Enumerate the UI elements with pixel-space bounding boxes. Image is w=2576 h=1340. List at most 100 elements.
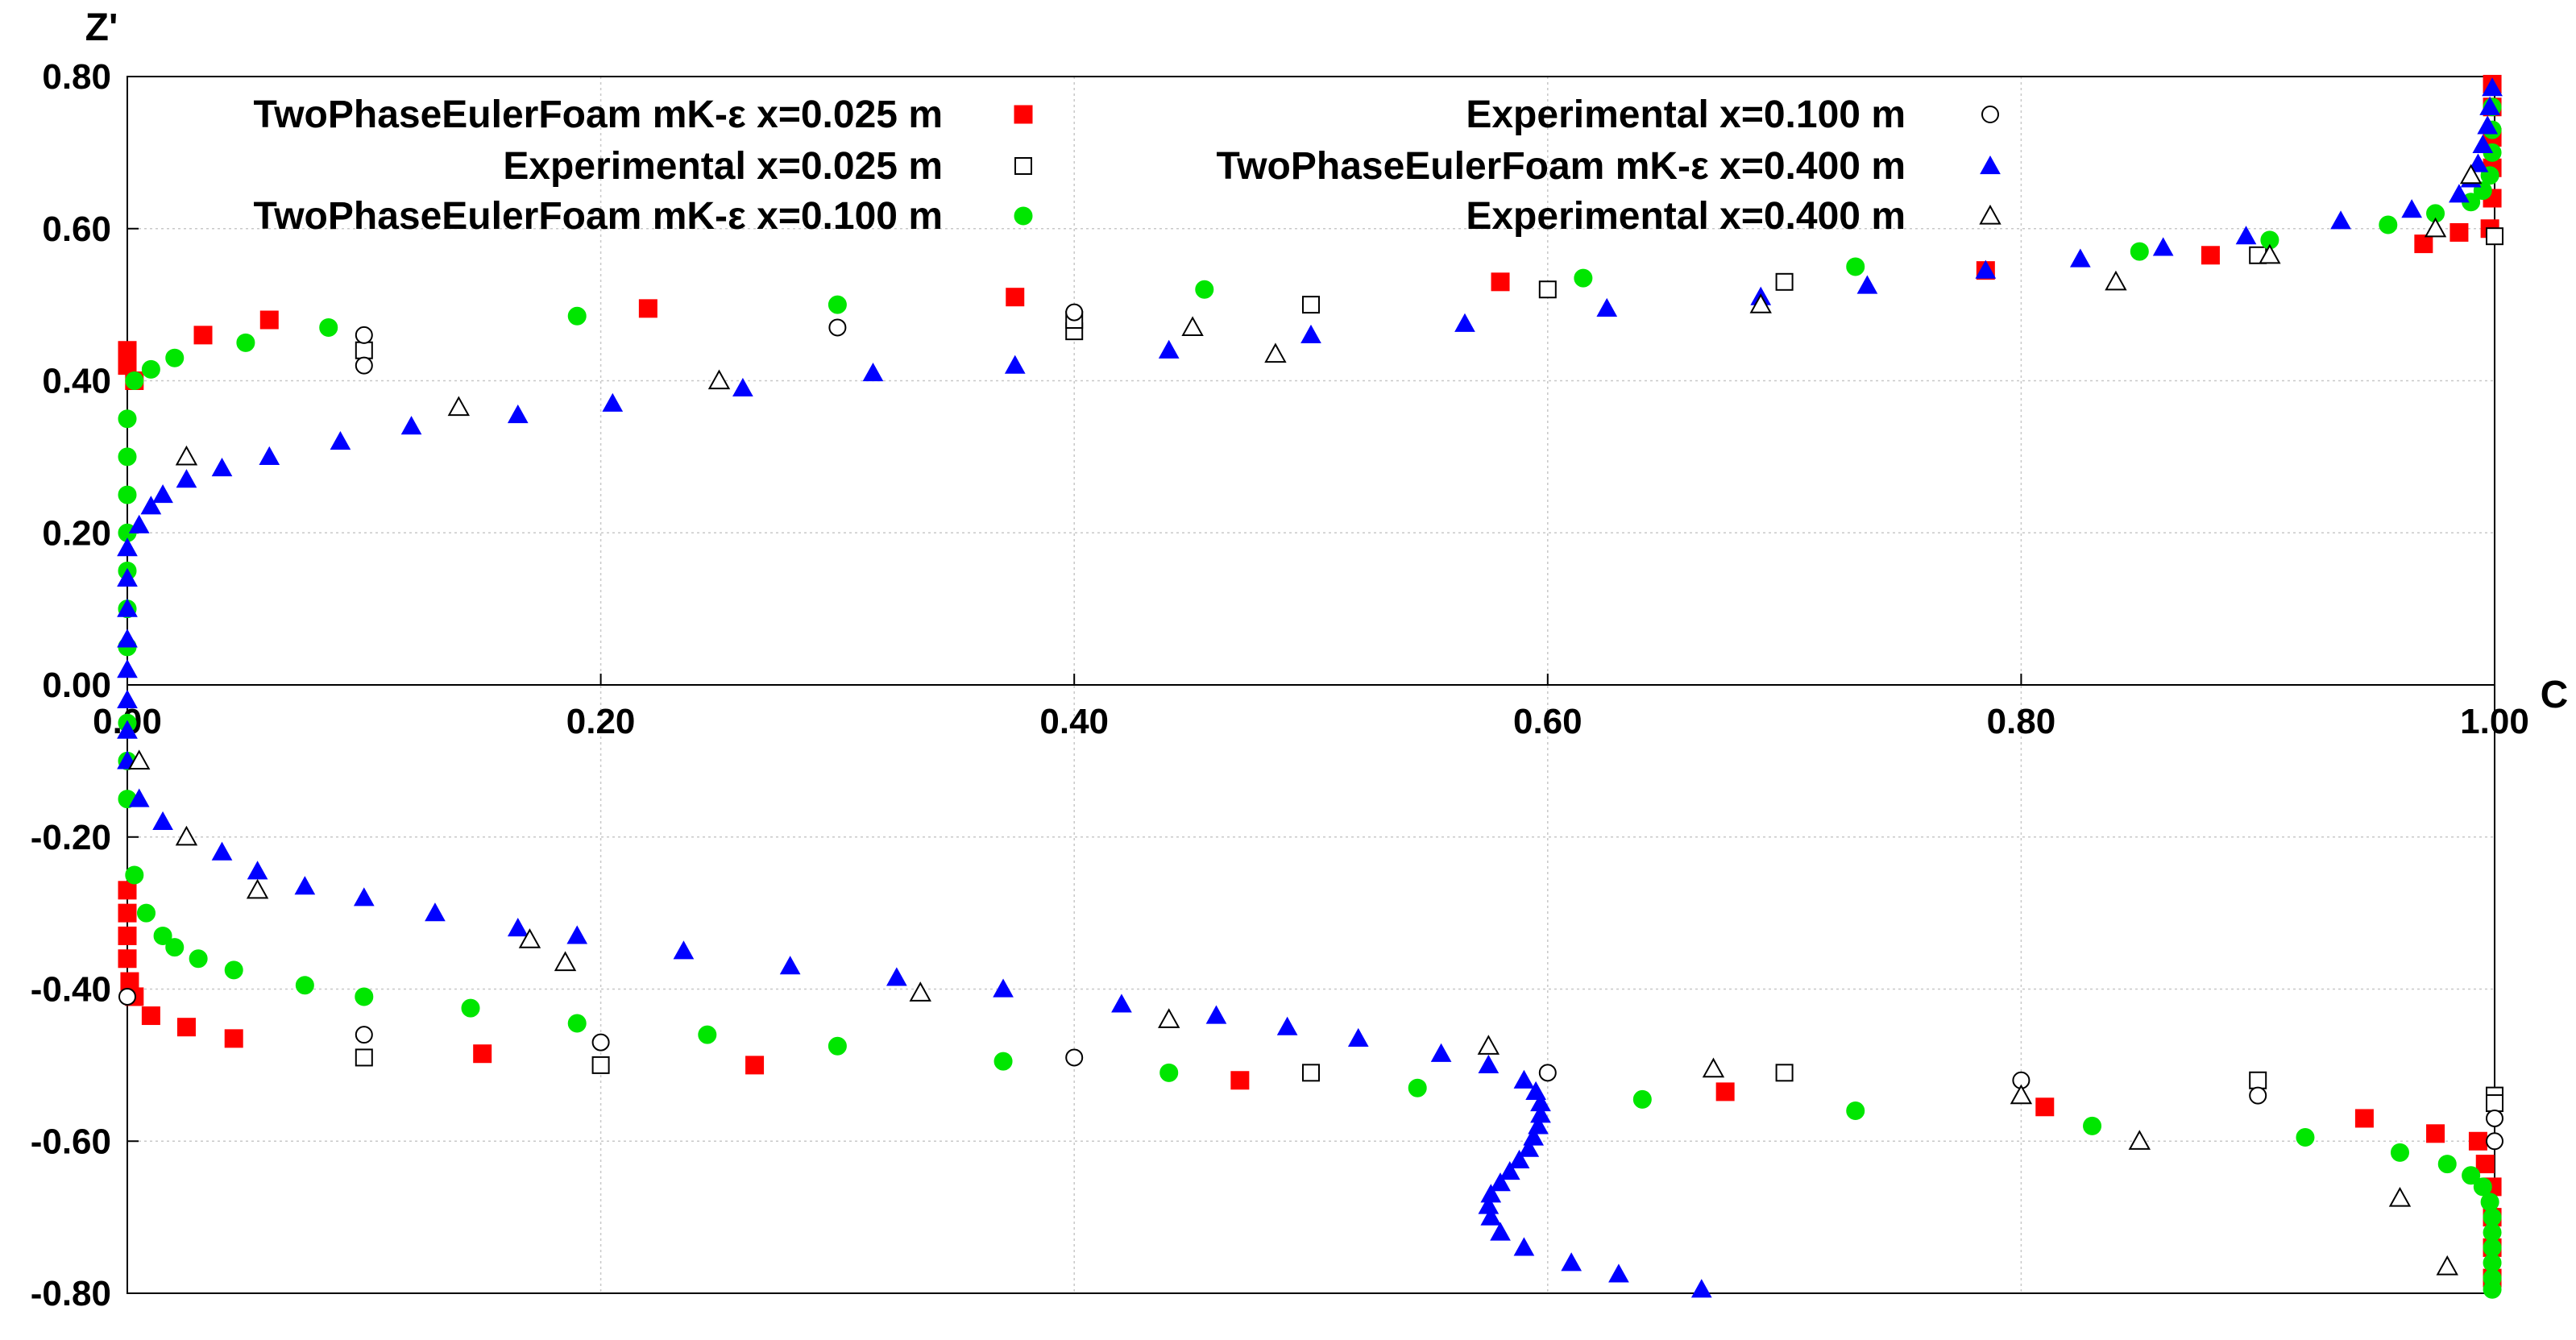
data-point	[1408, 1078, 1427, 1097]
y-tick-label: 0.20	[42, 513, 111, 553]
legend-entry-marker	[1981, 106, 1999, 123]
data-point	[2486, 227, 2503, 246]
legend-entry-marker	[1979, 204, 2001, 225]
data-point	[1276, 1016, 1298, 1035]
data-point	[2472, 134, 2494, 154]
data-point	[1478, 1054, 1500, 1073]
series-2	[118, 97, 2502, 1299]
data-point	[1596, 297, 1618, 317]
data-point	[1608, 1263, 1629, 1283]
axis-ticks: 0.00 0.20 0.40 0.60 0.80 1.00 0.80 0.60 0.40 0.20…	[31, 57, 2529, 1313]
data-point	[1205, 1005, 1227, 1024]
data-point	[140, 496, 162, 515]
y-tick-label: -0.20	[31, 818, 111, 857]
data-point	[1975, 259, 1997, 279]
data-point	[1111, 994, 1132, 1013]
y-tick-label: -0.60	[31, 1122, 111, 1161]
data-point	[461, 998, 480, 1018]
data-point	[828, 318, 847, 337]
legend-entry-marker	[1980, 155, 2001, 175]
legend-entry-marker	[1014, 206, 1033, 226]
data-point	[507, 917, 529, 937]
data-point	[2010, 1084, 2033, 1105]
data-point	[2479, 96, 2500, 115]
data-point	[1480, 1206, 1502, 1226]
data-point	[128, 788, 150, 807]
data-point	[2483, 1280, 2502, 1299]
data-point	[355, 326, 373, 344]
data-point	[698, 1025, 717, 1044]
data-point	[2480, 1193, 2499, 1212]
data-point	[2296, 1128, 2315, 1147]
data-point	[117, 567, 138, 587]
data-point	[1302, 1064, 1320, 1082]
data-point	[1846, 257, 1865, 276]
data-point	[211, 841, 233, 861]
data-point	[2354, 1109, 2374, 1128]
data-point	[1195, 280, 1214, 299]
series-4	[117, 77, 2503, 1298]
data-point	[165, 348, 185, 367]
data-point	[1477, 1035, 1500, 1055]
data-point	[2414, 234, 2433, 254]
data-point	[2249, 1071, 2267, 1089]
data-point	[638, 299, 657, 318]
x-tick-label: 0.20	[566, 702, 636, 741]
data-point	[189, 949, 208, 969]
data-point	[745, 1056, 765, 1075]
data-point	[294, 876, 316, 895]
x-tick-label: 0.60	[1513, 702, 1583, 741]
data-point	[2477, 115, 2499, 135]
data-point	[1775, 1064, 1794, 1082]
data-point	[2201, 246, 2220, 265]
data-point	[591, 1033, 610, 1052]
data-point	[1538, 1064, 1557, 1082]
x-axis-label: C	[2541, 674, 2569, 716]
legend-entry-label: TwoPhaseEulerFoam mK-ε x=0.025 m	[253, 93, 943, 136]
data-point	[425, 902, 446, 922]
y-tick-label: 0.60	[42, 210, 111, 249]
data-point	[152, 811, 173, 830]
legend-entry-label: Experimental x=0.025 m	[503, 145, 943, 188]
data-point	[673, 940, 695, 960]
data-point	[175, 445, 198, 466]
data-point	[1347, 1027, 1369, 1047]
data-point	[1513, 1069, 1535, 1089]
data-point	[355, 1048, 373, 1067]
data-point	[1702, 1057, 1725, 1078]
data-point	[319, 317, 338, 337]
data-point	[117, 629, 138, 648]
data-point	[567, 306, 587, 326]
data-point	[1513, 1237, 1535, 1256]
data-point	[1430, 1043, 1452, 1062]
data-point	[993, 978, 1014, 998]
data-point	[2468, 1131, 2487, 1151]
series-5	[127, 164, 2483, 1276]
data-point	[1300, 324, 1321, 343]
data-point	[2130, 242, 2149, 261]
data-point	[909, 981, 931, 1002]
data-point	[554, 951, 577, 972]
data-point	[295, 976, 314, 995]
data-point	[246, 878, 269, 899]
y-tick-label: 0.80	[42, 57, 111, 97]
data-point	[1775, 272, 1794, 291]
data-point	[2152, 237, 2174, 256]
data-point	[1518, 1138, 1540, 1157]
data-point	[259, 446, 280, 465]
data-point	[1004, 355, 1026, 374]
data-point	[2388, 1186, 2412, 1207]
legend-entry-marker	[1014, 105, 1033, 124]
data-point	[355, 356, 373, 375]
data-point	[1846, 1101, 1865, 1120]
y-tick-label: 0.40	[42, 362, 111, 401]
data-point	[2467, 153, 2489, 172]
legend-entry-label: TwoPhaseEulerFoam mK-ε x=0.400 m	[1216, 145, 1906, 188]
y-tick-label: -0.80	[31, 1274, 111, 1313]
data-point	[2401, 199, 2423, 218]
data-point	[1715, 1082, 1735, 1101]
y-tick-label: -0.40	[31, 970, 111, 1010]
data-point	[1454, 313, 1475, 332]
data-point	[2035, 1097, 2055, 1117]
data-point	[2482, 77, 2503, 97]
